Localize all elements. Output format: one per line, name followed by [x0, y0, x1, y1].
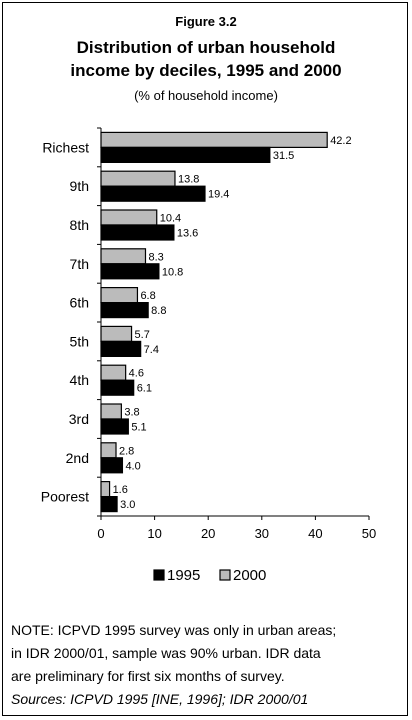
legend-label-2000: 2000 [233, 567, 266, 584]
bar-2000-7th [100, 248, 147, 265]
sources-line: Sources: ICPVD 1995 [INE, 1996]; IDR 200… [11, 691, 309, 707]
bar-2000-4th [100, 364, 127, 381]
legend-swatch-2000 [219, 569, 231, 581]
figure-frame [2, 2, 408, 716]
data-label-2000-5th: 5.7 [135, 329, 150, 341]
bar-1995-6th [100, 302, 149, 319]
bar-1995-7th [100, 263, 160, 280]
data-label-2000-6th: 6.8 [140, 290, 155, 302]
note-block: NOTE: ICPVD 1995 survey was only in urba… [11, 619, 407, 711]
bar-2000-2nd [100, 442, 117, 459]
figure-label: Figure 3.2 [175, 14, 237, 29]
data-label-1995-poorest: 3.0 [120, 499, 135, 511]
bar-2000-5th [100, 325, 133, 342]
data-label-1995-2nd: 4.0 [125, 460, 140, 472]
category-label-7th: 7th [70, 256, 89, 272]
x-tick-label-40: 40 [308, 526, 322, 541]
x-tick-label-0: 0 [97, 526, 104, 541]
category-labels-layer: Richest 9th 8th 7th 6th 5th 4th 3rd 2nd Poorest [41, 139, 89, 504]
category-label-5th: 5th [70, 333, 89, 349]
note-line-1: NOTE: ICPVD 1995 survey was only in urba… [11, 622, 337, 638]
bar-1995-9th [100, 185, 206, 202]
bar-2000-8th [100, 209, 158, 226]
data-label-2000-9th: 13.8 [178, 174, 199, 186]
data-label-1995-richest: 31.5 [273, 150, 294, 162]
bar-1995-3rd [100, 418, 129, 435]
note-line-2: in IDR 2000/01, sample was 90% urban. ID… [11, 645, 321, 661]
data-label-1995-9th: 19.4 [208, 189, 229, 201]
data-label-1995-8th: 13.6 [177, 228, 198, 240]
category-label-2nd: 2nd [66, 450, 89, 466]
data-label-2000-7th: 8.3 [148, 251, 163, 263]
axes-layer: 0 10 20 30 40 50 [97, 127, 376, 541]
x-tick-label-50: 50 [362, 526, 376, 541]
data-label-1995-7th: 10.8 [162, 266, 183, 278]
note-line-3: are preliminary for first six months of … [11, 668, 285, 684]
chart-title-line-1: Distribution of urban household [76, 38, 336, 57]
category-label-4th: 4th [70, 372, 89, 388]
data-label-2000-2nd: 2.8 [119, 445, 134, 457]
chart-subtitle: (% of household income) [134, 88, 278, 103]
category-label-8th: 8th [70, 217, 89, 233]
data-labels-layer: 42.2 31.5 13.8 19.4 10.4 13.6 8.3 10.8 6.8 8.85.7… [113, 135, 352, 511]
chart-title-line-2: income by deciles, 1995 and 2000 [70, 61, 342, 80]
bar-2000-poorest [100, 481, 111, 498]
data-label-2000-4th: 4.6 [129, 368, 144, 380]
bar-1995-richest [100, 146, 271, 163]
data-label-1995-5th: 7.4 [144, 344, 159, 356]
category-label-poorest: Poorest [41, 489, 89, 505]
bar-1995-5th [100, 340, 142, 357]
category-label-6th: 6th [70, 295, 89, 311]
x-tick-label-20: 20 [201, 526, 215, 541]
legend-swatch-1995 [153, 569, 165, 581]
bar-2000-richest [100, 131, 328, 148]
legend: 1995 2000 [153, 567, 266, 584]
x-tick-label-30: 30 [255, 526, 269, 541]
bar-1995-poorest [100, 496, 118, 513]
category-label-9th: 9th [70, 178, 89, 194]
x-tick-label-10: 10 [147, 526, 161, 541]
legend-label-1995: 1995 [167, 567, 200, 584]
data-label-2000-3rd: 3.8 [124, 407, 139, 419]
bar-1995-8th [100, 224, 175, 241]
category-label-3rd: 3rd [69, 411, 89, 427]
data-label-1995-4th: 6.1 [137, 383, 152, 395]
bars-layer [100, 131, 328, 513]
data-label-2000-richest: 42.2 [330, 135, 351, 147]
chart-title: Distribution of urban household income b… [0, 36, 412, 82]
data-label-1995-6th: 8.8 [151, 305, 166, 317]
data-label-2000-8th: 10.4 [160, 213, 181, 225]
bar-2000-6th [100, 287, 139, 304]
bar-1995-4th [100, 379, 135, 396]
data-label-2000-poorest: 1.6 [113, 484, 128, 496]
data-label-1995-3rd: 5.1 [131, 422, 146, 434]
bar-2000-3rd [100, 403, 122, 420]
category-label-richest: Richest [42, 139, 89, 155]
bar-1995-2nd [100, 457, 124, 474]
bar-2000-9th [100, 170, 176, 187]
